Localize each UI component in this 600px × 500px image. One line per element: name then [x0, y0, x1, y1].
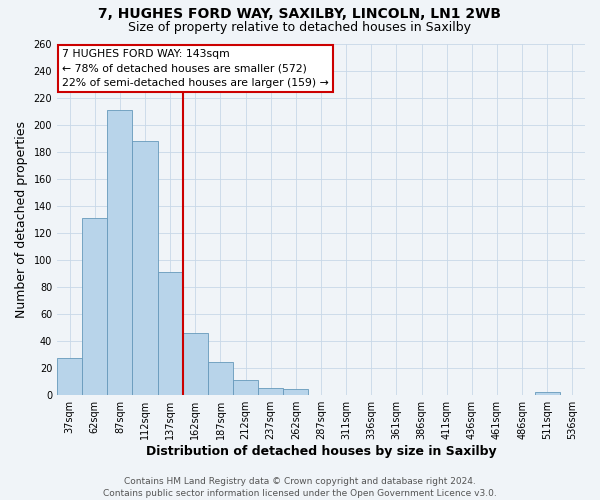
Bar: [283, 390, 308, 394]
X-axis label: Distribution of detached houses by size in Saxilby: Distribution of detached houses by size …: [146, 444, 496, 458]
Bar: [133, 141, 158, 395]
Bar: [57, 358, 82, 394]
Text: Size of property relative to detached houses in Saxilby: Size of property relative to detached ho…: [128, 21, 472, 34]
Bar: [208, 362, 233, 394]
Bar: [233, 380, 258, 394]
Text: Contains HM Land Registry data © Crown copyright and database right 2024.
Contai: Contains HM Land Registry data © Crown c…: [103, 476, 497, 498]
Bar: [82, 218, 107, 394]
Y-axis label: Number of detached properties: Number of detached properties: [15, 121, 28, 318]
Bar: [535, 392, 560, 394]
Text: 7 HUGHES FORD WAY: 143sqm
← 78% of detached houses are smaller (572)
22% of semi: 7 HUGHES FORD WAY: 143sqm ← 78% of detac…: [62, 50, 329, 88]
Bar: [158, 272, 183, 394]
Text: 7, HUGHES FORD WAY, SAXILBY, LINCOLN, LN1 2WB: 7, HUGHES FORD WAY, SAXILBY, LINCOLN, LN…: [98, 8, 502, 22]
Bar: [183, 332, 208, 394]
Bar: [107, 110, 133, 395]
Bar: [258, 388, 283, 394]
